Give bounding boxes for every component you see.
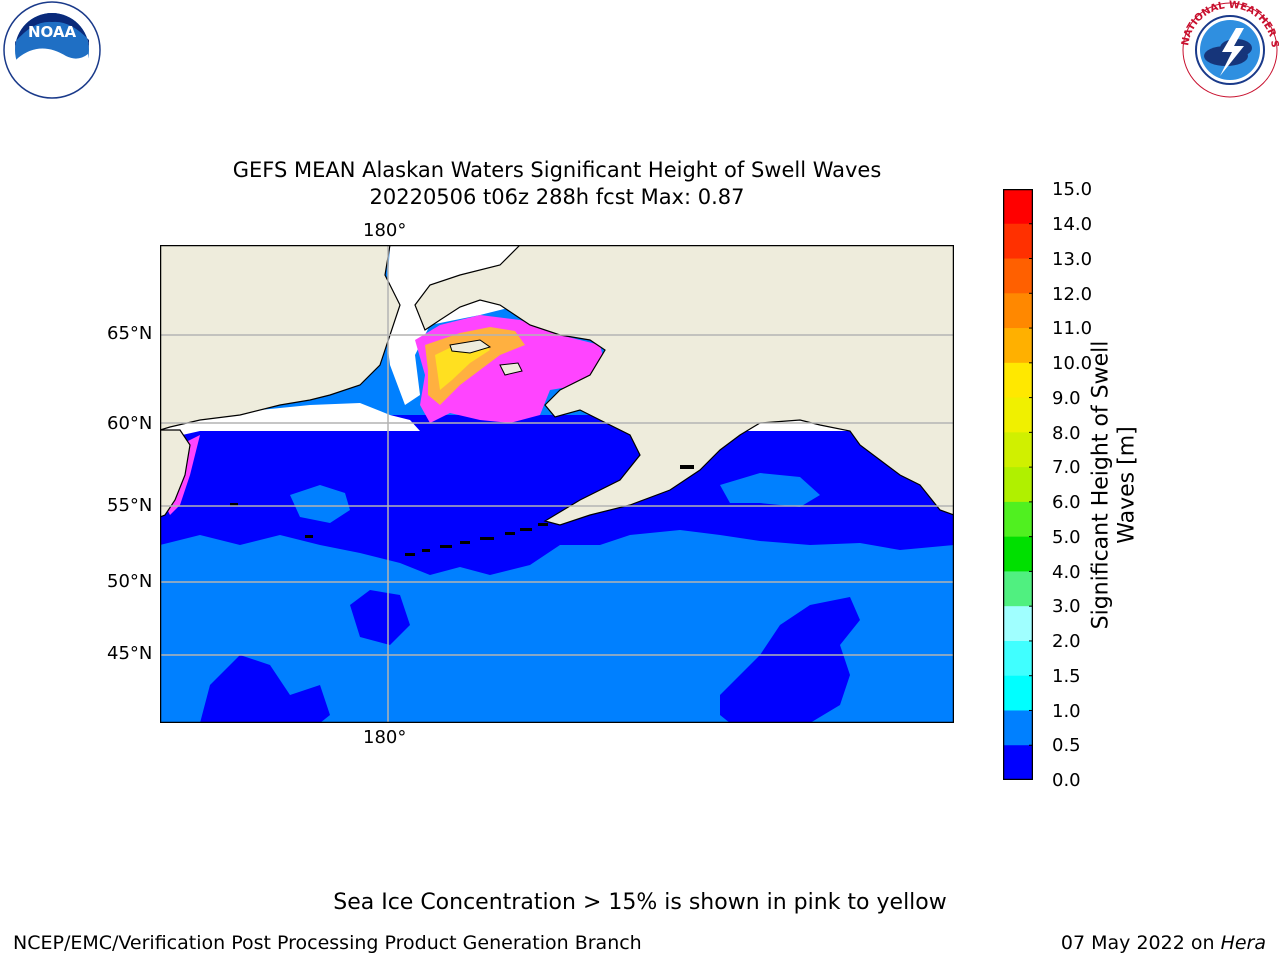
chart-title: GEFS MEAN Alaskan Waters Significant Hei… [232,158,882,182]
footer-machine: Hera [1220,932,1266,954]
colorbar-tick: 4.0 [1052,562,1081,583]
colorbar-frame [1003,189,1033,780]
colorbar-tick: 8.0 [1052,423,1081,444]
colorbar-bin [1003,675,1033,711]
colorbar-bin [1003,606,1033,642]
footer-credit: NCEP/EMC/Verification Post Processing Pr… [13,932,642,954]
colorbar-tick: 6.0 [1052,492,1081,513]
colorbar-tick: 11.0 [1052,318,1093,339]
colorbar-bin [1003,293,1033,329]
land-nunivak-island [499,362,523,376]
colorbar-bin [1003,536,1033,572]
lon-label-top: 180° [363,220,407,241]
sea-ice-yellow [435,340,490,390]
colorbar-bin [1003,640,1033,677]
noaa-logo-text: NOAA [28,23,77,41]
colorbar-tick: 0.5 [1052,735,1081,756]
sea-ice-note: Sea Ice Concentration > 15% is shown in … [333,890,947,915]
ocean-swell-00-05-patch-b [200,655,330,723]
land-alaska [414,245,954,526]
colorbar-tick: 3.0 [1052,596,1081,617]
ocean-swell-05-10-patch-f [720,473,820,507]
colorbar-tick: 14.0 [1052,214,1093,235]
colorbar [1003,189,1033,780]
colorbar-tick: 1.5 [1052,666,1081,687]
colorbar-tick: 12.0 [1052,284,1093,305]
footer-date: 07 May 2022 on Hera [1061,932,1266,954]
land-chukotka [160,245,401,431]
colorbar-tick: 15.0 [1052,179,1093,200]
colorbar-bin [1003,710,1033,746]
noaa-logo: NOAA [0,0,104,100]
colorbar-bin [1003,223,1033,260]
lat-label-45: 45°N [107,643,153,664]
nws-logo: NATIONAL WEATHER SERVICE [1174,0,1280,100]
colorbar-label: Significant Height of Swell Waves [m] [1089,341,1142,630]
lon-label-bottom: 180° [363,727,407,748]
chart-subtitle: 20220506 t06z 288h fcst Max: 0.87 [369,185,745,209]
colorbar-bin [1003,189,1033,225]
colorbar-tick: 9.0 [1052,388,1081,409]
ocean-swell-00-05-patch-a [720,597,860,723]
ocean-swell-00-05-patch-c [350,590,410,645]
lat-label-60: 60°N [107,413,153,434]
colorbar-tick: 10.0 [1052,353,1093,374]
colorbar-tick: 0.0 [1052,770,1081,791]
colorbar-bin [1003,745,1033,780]
colorbar-bin [1003,571,1033,607]
ice-no-data-west [160,403,420,440]
lat-label-55: 55°N [107,495,153,516]
colorbar-tick: 13.0 [1052,249,1093,270]
colorbar-tick: 7.0 [1052,457,1081,478]
ocean-swell-05-10-patch-e [290,485,350,523]
colorbar-tick: 5.0 [1052,527,1081,548]
footer-date-text: 07 May 2022 on [1060,932,1221,954]
colorbar-bin [1003,328,1033,364]
lat-label-50: 50°N [107,571,153,592]
colorbar-bin [1003,362,1033,399]
colorbar-bin [1003,467,1033,503]
colorbar-bin [1003,432,1033,468]
lat-label-65: 65°N [107,323,153,344]
swell-height-map [160,245,954,723]
graticule [160,245,954,723]
colorbar-label-line1: Significant Height of Swell [1088,340,1114,630]
ocean-swell-00-05-north [160,415,954,575]
colorbar-bin [1003,258,1033,294]
colorbar-bin [1003,501,1033,538]
land-st-lawrence-island [449,339,492,354]
colorbar-tick: 2.0 [1052,631,1081,652]
aleutian-islands [230,465,694,556]
colorbar-tick: 1.0 [1052,701,1081,722]
colorbar-label-line2: Waves [m] [1115,426,1140,544]
colorbar-bin [1003,397,1033,433]
